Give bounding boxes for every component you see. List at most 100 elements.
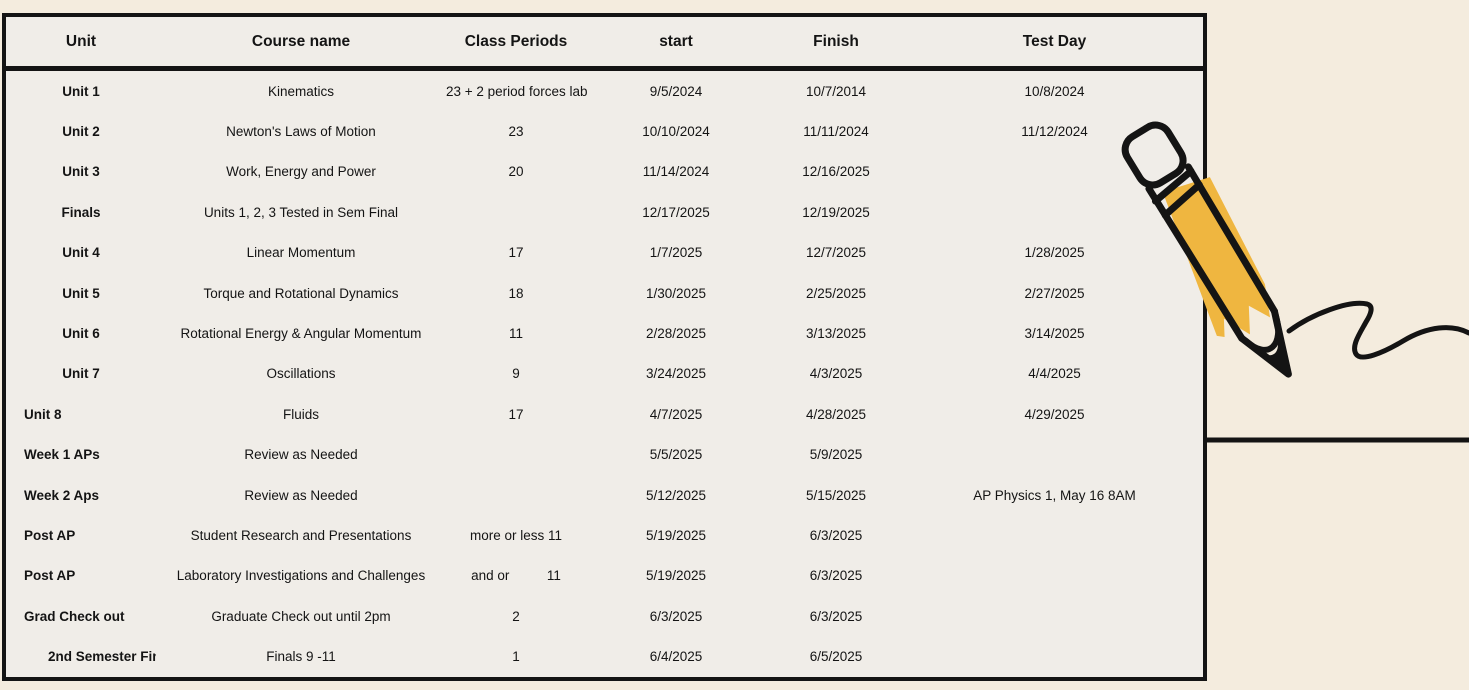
cell-start-date: 4/7/2025 [649, 406, 703, 422]
table-row: 2nd Semester Fina Finals 9 -11 1 6/4/202… [6, 636, 1203, 676]
cell-class-periods: 23 [508, 124, 524, 140]
table-row: Unit 8 Fluids 17 4/7/2025 4/28/2025 4/29… [6, 394, 1203, 434]
cell-start-date: 5/19/2025 [645, 527, 707, 543]
cell-course-name: Review as Needed [244, 487, 358, 503]
cell-start-date: 6/3/2025 [649, 608, 703, 624]
cell-finish-date: 6/3/2025 [809, 527, 863, 543]
table-header-row: Unit Course name Class Periods start Fin… [6, 17, 1203, 71]
cell-course-name: Units 1, 2, 3 Tested in Sem Final [203, 204, 399, 220]
cell-start-date: 5/5/2025 [649, 447, 703, 463]
cell-finish-date: 2/25/2025 [805, 285, 867, 301]
pencil-lead-icon [1260, 335, 1291, 377]
cell-course-name: Work, Energy and Power [226, 164, 376, 180]
table-row: Unit 3 Work, Energy and Power 20 11/14/2… [6, 152, 1203, 192]
cell-course-name: Rotational Energy & Angular Momentum [180, 326, 422, 342]
column-header-course: Course name [251, 32, 351, 50]
table-row: Post AP Student Research and Presentatio… [6, 515, 1203, 555]
table-row: Unit 6 Rotational Energy & Angular Momen… [6, 313, 1203, 353]
cell-start-date: 5/12/2025 [645, 487, 707, 503]
cell-start-date: 10/10/2024 [642, 124, 710, 140]
pencil-tip-outline-icon [1238, 307, 1292, 378]
cell-finish-date: 4/3/2025 [809, 366, 863, 382]
cell-finish-date: 12/19/2025 [802, 204, 870, 220]
cell-course-name: Kinematics [267, 83, 335, 99]
cell-finish-date: 3/13/2025 [805, 326, 867, 342]
cell-class-periods: 1 [512, 649, 520, 665]
column-header-finish: Finish [813, 32, 859, 50]
course-schedule-table: Unit Course name Class Periods start Fin… [2, 13, 1207, 681]
table-row: Unit 5 Torque and Rotational Dynamics 18… [6, 273, 1203, 313]
table-row: Finals Units 1, 2, 3 Tested in Sem Final… [6, 192, 1203, 232]
cell-test-day: 3/14/2025 [1024, 326, 1085, 342]
cell-finish-date: 10/7/2014 [805, 83, 867, 99]
table-row: Unit 4 Linear Momentum 17 1/7/2025 12/7/… [6, 233, 1203, 273]
table-row: Unit 2 Newton's Laws of Motion 23 10/10/… [6, 111, 1203, 151]
cell-course-name: Finals 9 -11 [266, 649, 336, 665]
cell-start-date: 12/17/2025 [642, 204, 710, 220]
cell-unit: Unit 4 [62, 245, 100, 261]
cell-finish-date: 12/16/2025 [802, 164, 870, 180]
cell-test-day: 1/28/2025 [1024, 245, 1085, 261]
table-body: Unit 1 Kinematics 23 + 2 period forces l… [6, 71, 1203, 677]
cell-finish-date: 11/11/2024 [803, 124, 869, 140]
table-row: Grad Check out Graduate Check out until … [6, 596, 1203, 636]
cell-finish-date: 6/5/2025 [809, 649, 863, 665]
table-row: Week 2 Aps Review as Needed 5/12/2025 5/… [6, 475, 1203, 515]
cell-unit: Unit 3 [62, 164, 100, 180]
cell-start-date: 1/30/2025 [645, 285, 707, 301]
cell-unit: Unit 6 [62, 326, 100, 342]
cell-class-periods: and or 11 [471, 568, 561, 584]
cell-finish-date: 6/3/2025 [809, 568, 863, 584]
cell-class-periods: 9 [512, 366, 520, 382]
cell-class-periods: 20 [508, 164, 524, 180]
column-header-start: start [659, 32, 693, 50]
cell-unit: Finals [61, 204, 101, 220]
cell-unit: Week 1 APs [24, 447, 100, 463]
cell-unit: Unit 8 [24, 406, 62, 422]
cell-class-periods: 18 [508, 285, 524, 301]
cell-course-name: Fluids [282, 406, 319, 422]
cell-unit: Post AP [24, 568, 76, 584]
cell-test-day: 11/12/2024 [1021, 124, 1088, 140]
cell-unit: Unit 7 [62, 366, 100, 382]
cell-class-periods: 11 [508, 326, 523, 342]
cell-start-date: 11/14/2024 [642, 164, 710, 180]
column-header-test-day: Test Day [1022, 32, 1087, 50]
cell-unit: Unit 1 [62, 83, 100, 99]
cell-course-name: Student Research and Presentations [190, 527, 412, 543]
table-row: Unit 1 Kinematics 23 + 2 period forces l… [6, 71, 1203, 111]
cell-course-name: Graduate Check out until 2pm [211, 608, 391, 624]
cell-class-periods: more or less 11 [469, 527, 563, 543]
table-row: Post AP Laboratory Investigations and Ch… [6, 556, 1203, 596]
pencil-wood-arc-icon [1242, 312, 1282, 353]
cell-unit: Unit 5 [62, 285, 100, 301]
cell-course-name: Laboratory Investigations and Challenges [176, 568, 426, 584]
cell-course-name: Newton's Laws of Motion [226, 124, 376, 140]
cell-class-periods: 17 [508, 406, 524, 422]
cell-course-name: Torque and Rotational Dynamics [203, 285, 399, 301]
cell-start-date: 9/5/2024 [649, 83, 703, 99]
cell-class-periods: 17 [508, 245, 524, 261]
cell-course-name: Review as Needed [244, 447, 358, 463]
cell-finish-date: 6/3/2025 [809, 608, 863, 624]
cell-unit: 2nd Semester Fina [48, 649, 156, 665]
cell-course-name: Linear Momentum [246, 245, 356, 261]
cell-unit: Post AP [24, 527, 76, 543]
cell-class-periods: 23 + 2 period forces lab [446, 83, 588, 99]
cell-finish-date: 5/15/2025 [805, 487, 867, 503]
table-row: Unit 7 Oscillations 9 3/24/2025 4/3/2025… [6, 354, 1203, 394]
cell-start-date: 3/24/2025 [645, 366, 707, 382]
cell-class-periods: 2 [512, 608, 520, 624]
cell-start-date: 2/28/2025 [645, 326, 707, 342]
cell-test-day: AP Physics 1, May 16 8AM [973, 487, 1136, 503]
cell-test-day: 4/29/2025 [1024, 406, 1085, 422]
cell-finish-date: 5/9/2025 [809, 447, 863, 463]
cell-unit: Unit 2 [62, 124, 100, 140]
cell-finish-date: 4/28/2025 [805, 406, 867, 422]
cell-start-date: 1/7/2025 [649, 245, 703, 261]
cell-start-date: 6/4/2025 [649, 649, 703, 665]
cell-unit: Grad Check out [24, 608, 125, 624]
cell-test-day: 4/4/2025 [1028, 366, 1081, 382]
cell-start-date: 5/19/2025 [645, 568, 707, 584]
